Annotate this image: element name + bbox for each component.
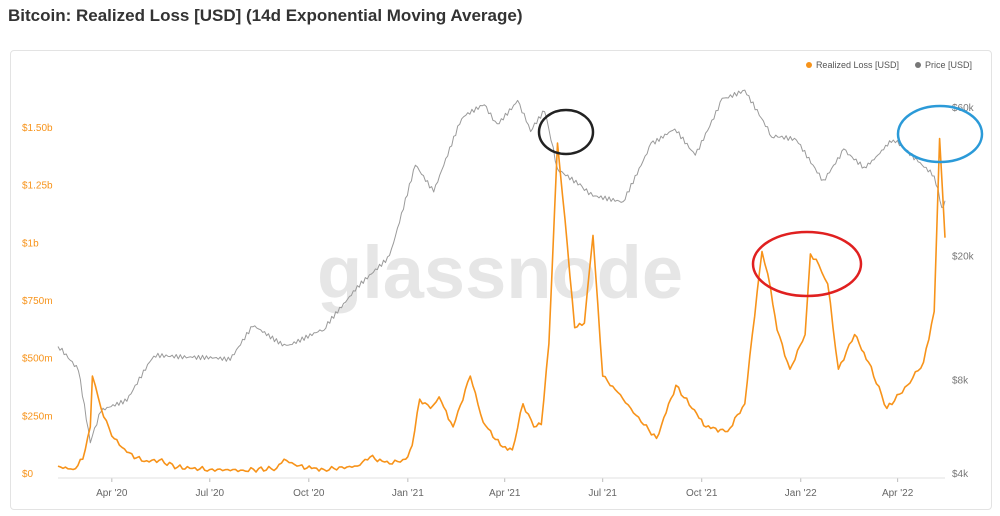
y-left-tick-label: $750m — [22, 296, 53, 307]
y-right-tick-label: $4k — [952, 469, 969, 480]
x-tick-label: Jan '22 — [785, 488, 817, 499]
x-tick-label: Jan '21 — [392, 488, 424, 499]
legend: Realized Loss [USD] Price [USD] — [805, 60, 972, 70]
y-left-tick-label: $1b — [22, 238, 39, 249]
x-tick-label: Apr '21 — [489, 488, 521, 499]
y-right-tick-label: $60k — [952, 103, 975, 114]
x-tick-label: Oct '20 — [293, 488, 325, 499]
legend-label-loss: Realized Loss [USD] — [815, 60, 899, 70]
x-tick-label: Oct '21 — [686, 488, 718, 499]
x-tick-label: Jul '21 — [588, 488, 617, 499]
y-left-tick-label: $1.25b — [22, 181, 53, 192]
watermark: glassnode — [317, 231, 683, 314]
y-right-tick-label: $20k — [952, 251, 975, 262]
y-left-tick-label: $1.50b — [22, 123, 53, 134]
legend-label-price: Price [USD] — [924, 60, 972, 70]
chart-title: Bitcoin: Realized Loss [USD] (14d Expone… — [8, 6, 523, 25]
chart-panel — [10, 50, 992, 510]
x-tick-label: Jul '20 — [195, 488, 224, 499]
blue-annotation-circle — [896, 104, 984, 164]
price-series-line — [57, 89, 946, 444]
y-left-tick-label: $250m — [22, 411, 53, 422]
y-right-tick-label: $8k — [952, 375, 969, 386]
black-annotation-circle — [537, 108, 595, 156]
red-annotation-circle — [751, 230, 863, 298]
price-dot-icon — [914, 62, 921, 68]
y-left-tick-label: $500m — [22, 354, 53, 365]
loss-dot-icon — [805, 62, 812, 68]
legend-item-loss[interactable]: Realized Loss [USD] — [805, 60, 899, 70]
realized-loss-series-line — [57, 137, 946, 473]
x-tick-label: Apr '20 — [96, 488, 128, 499]
legend-item-price[interactable]: Price [USD] — [914, 60, 972, 70]
y-left-tick-label: $0 — [22, 469, 34, 480]
x-tick-label: Apr '22 — [882, 488, 914, 499]
